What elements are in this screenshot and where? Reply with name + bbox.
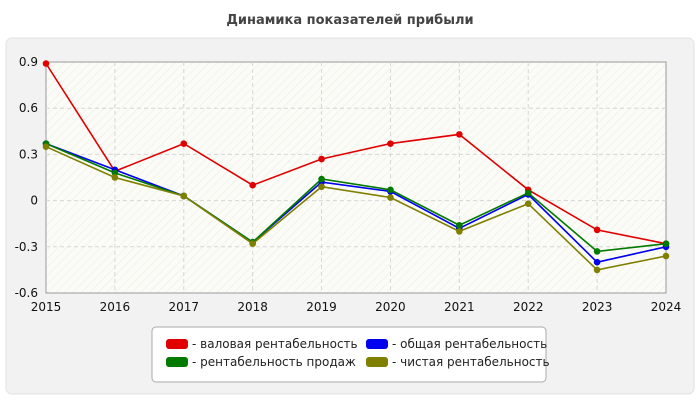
data-point — [456, 131, 463, 138]
data-point — [249, 240, 256, 248]
chart-title: Динамика показателей прибыли — [226, 13, 473, 28]
data-point — [318, 155, 325, 163]
data-point — [456, 228, 463, 235]
grid-lines — [46, 62, 666, 293]
data-point — [387, 140, 394, 147]
x-tick-label: 2022 — [513, 300, 544, 314]
legend-label: - рентабельность продаж — [192, 355, 356, 369]
data-point — [42, 143, 50, 150]
legend-box — [151, 326, 547, 383]
data-point — [524, 200, 532, 207]
data-point — [42, 60, 50, 67]
y-tick-label: 0.6 — [19, 101, 38, 115]
legend-label: - валовая рентабельность — [192, 337, 358, 351]
x-tick-label: 2016 — [100, 300, 131, 314]
series-line — [45, 142, 667, 253]
data-point — [387, 186, 394, 194]
legend: - валовая рентабельность - общая рентабел… — [151, 326, 550, 383]
series-group — [42, 60, 670, 274]
data-point — [180, 192, 188, 200]
legend-swatch — [166, 357, 188, 367]
y-tick-label: -0.6 — [15, 286, 38, 300]
x-tick-label: 2018 — [237, 300, 268, 314]
data-point — [593, 226, 601, 234]
data-point — [318, 183, 325, 191]
x-tick-label: 2020 — [375, 300, 406, 314]
legend-label: - общая рентабельность — [392, 337, 547, 351]
data-point — [593, 266, 601, 274]
series-3 — [42, 143, 670, 274]
x-tick-label: 2023 — [582, 300, 613, 314]
x-tick-label: 2017 — [169, 300, 200, 314]
data-point — [662, 240, 670, 248]
x-tick-label: 2015 — [31, 300, 62, 314]
data-point — [524, 189, 532, 197]
series-line — [45, 142, 667, 264]
data-point — [387, 194, 394, 201]
y-tick-label: 0.9 — [19, 55, 38, 69]
x-tick-label: 2019 — [306, 300, 337, 314]
series-line — [45, 145, 667, 271]
legend-swatch — [366, 357, 388, 367]
data-point — [662, 252, 670, 260]
data-point — [593, 258, 601, 266]
x-tick-label: 2021 — [444, 300, 475, 314]
x-tick-label: 2024 — [651, 300, 682, 314]
legend-label: - чистая рентабельность — [392, 355, 550, 369]
data-point — [593, 248, 601, 255]
data-point — [249, 181, 256, 189]
series-line — [45, 63, 667, 245]
y-tick-label: -0.3 — [15, 240, 38, 254]
data-point — [180, 140, 188, 147]
legend-swatch — [366, 339, 388, 349]
data-point — [456, 221, 463, 229]
y-tick-label: 0.3 — [19, 147, 38, 161]
y-tick-label: 0 — [30, 194, 38, 208]
y-axis: 0.9 0.6 0.3 0 -0.3 -0.6 — [15, 55, 38, 300]
data-point — [111, 169, 119, 177]
plot-area — [45, 61, 667, 294]
legend-swatch — [166, 339, 188, 349]
data-point — [318, 175, 325, 183]
x-axis: 2015 2016 2017 2018 2019 2020 2021 2022 2023 2024 — [31, 300, 682, 314]
data-point — [111, 174, 119, 181]
